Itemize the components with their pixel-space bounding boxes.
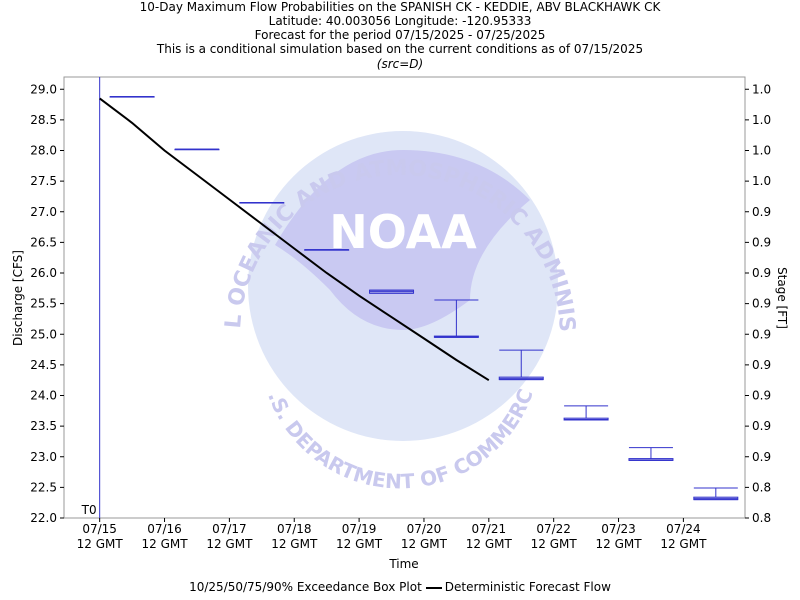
chart-source: (src=D) xyxy=(376,57,424,71)
y-tick-label: 23.0 xyxy=(30,450,57,464)
exceedance-boxes xyxy=(109,96,739,501)
x-tick-sublabel: 12 GMT xyxy=(77,537,124,551)
x-tick-sublabel: 12 GMT xyxy=(206,537,253,551)
legend-line-swatch xyxy=(425,586,442,589)
y2-tick-label: 0.9 xyxy=(752,266,771,280)
t0-label: T0 xyxy=(81,503,97,517)
y2-tick-label: 0.8 xyxy=(752,511,771,525)
noaa-logo-bird xyxy=(275,150,530,330)
x-tick-label: 07/22 xyxy=(536,522,571,536)
x-tick-sublabel: 12 GMT xyxy=(466,537,513,551)
y2-tick-label: 0.9 xyxy=(752,450,771,464)
y2-tick-label: 1.0 xyxy=(752,113,771,127)
x-tick-sublabel: 12 GMT xyxy=(401,537,448,551)
y-tick-label: 27.0 xyxy=(30,205,57,219)
x-tick-sublabel: 12 GMT xyxy=(595,537,642,551)
y2-tick-label: 1.0 xyxy=(752,82,771,96)
y-tick-label: 24.5 xyxy=(30,358,57,372)
y-axis-left: 22.0 22.5 23.0 23.5 24.0 24.5 25.0 25.5 26.0 26.5… xyxy=(30,82,64,525)
exceedance-box xyxy=(109,96,155,98)
chart-location: Latitude: 40.003056 Longitude: -120.9533… xyxy=(268,14,532,28)
exceedance-box xyxy=(693,487,739,501)
x-tick-label: 07/23 xyxy=(601,522,636,536)
y-tick-label: 26.5 xyxy=(30,235,57,249)
exceedance-box xyxy=(433,299,479,338)
y-tick-label: 24.0 xyxy=(30,389,57,403)
y-tick-label: 23.5 xyxy=(30,419,57,433)
exceedance-box xyxy=(174,148,220,151)
legend-line-label: Deterministic Forecast Flow xyxy=(444,580,611,594)
x-tick-label: 07/16 xyxy=(147,522,182,536)
y-tick-label: 25.0 xyxy=(30,327,57,341)
y-tick-label: 28.0 xyxy=(30,144,57,158)
x-tick-label: 07/15 xyxy=(82,522,117,536)
x-tick-sublabel: 12 GMT xyxy=(141,537,188,551)
x-tick-sublabel: 12 GMT xyxy=(271,537,318,551)
t0-marker: T0 xyxy=(81,77,101,518)
y-tick-label: 22.0 xyxy=(30,511,57,525)
y-tick-label: 26.0 xyxy=(30,266,57,280)
chart-note: This is a conditional simulation based o… xyxy=(156,42,644,56)
x-tick-label: 07/19 xyxy=(342,522,377,536)
chart-svg: NOAA NATIONAL OCEANIC AND ATMOSPHERIC AD… xyxy=(0,0,789,571)
noaa-watermark: NOAA NATIONAL OCEANIC AND ATMOSPHERIC AD… xyxy=(0,0,579,494)
x-tick-label: 07/24 xyxy=(666,522,701,536)
x-tick-label: 07/20 xyxy=(407,522,442,536)
y-tick-label: 29.0 xyxy=(30,82,57,96)
exceedance-box xyxy=(304,249,350,251)
exceedance-box xyxy=(498,349,544,381)
y-axis-title: Discharge [CFS] xyxy=(11,250,25,346)
y2-tick-label: 0.9 xyxy=(752,389,771,403)
x-tick-label: 07/21 xyxy=(472,522,507,536)
y-tick-label: 25.5 xyxy=(30,297,57,311)
exceedance-box xyxy=(628,447,674,461)
y2-tick-label: 0.8 xyxy=(752,480,771,494)
y-tick-label: 27.5 xyxy=(30,174,57,188)
x-axis-title: Time xyxy=(388,557,418,571)
y2-tick-label: 0.9 xyxy=(752,358,771,372)
exceedance-box xyxy=(563,405,609,421)
x-tick-sublabel: 12 GMT xyxy=(660,537,707,551)
exceedance-box xyxy=(239,202,285,204)
exceedance-box xyxy=(369,289,415,294)
y2-tick-label: 0.9 xyxy=(752,235,771,249)
plot-frame xyxy=(63,76,746,519)
y-tick-label: 22.5 xyxy=(30,480,57,494)
x-tick-sublabel: 12 GMT xyxy=(531,537,578,551)
y2-axis-title: Stage [FT] xyxy=(775,267,789,329)
y-axis-right: 0.8 0.8 0.9 0.9 0.9 0.9 0.9 0.9 0.9 0.9 0.9 1.0 1.0 1… xyxy=(745,82,771,525)
y2-tick-label: 0.9 xyxy=(752,297,771,311)
y2-tick-label: 0.9 xyxy=(752,419,771,433)
legend: 10/25/50/75/90% Exceedance Box Plot Deter… xyxy=(0,580,800,595)
chart-period: Forecast for the period 07/15/2025 - 07/… xyxy=(254,28,546,42)
chart-title: 10-Day Maximum Flow Probabilities on the… xyxy=(139,0,661,14)
deterministic-forecast-line xyxy=(99,97,490,382)
y-tick-label: 28.5 xyxy=(30,113,57,127)
legend-box-label: 10/25/50/75/90% Exceedance Box Plot xyxy=(189,580,422,594)
y2-tick-label: 0.9 xyxy=(752,205,771,219)
x-tick-label: 07/18 xyxy=(277,522,312,536)
y2-tick-label: 0.9 xyxy=(752,327,771,341)
x-tick-label: 07/17 xyxy=(212,522,247,536)
noaa-logo-text: NOAA xyxy=(329,205,477,259)
x-tick-sublabel: 12 GMT xyxy=(336,537,383,551)
y2-tick-label: 1.0 xyxy=(752,174,771,188)
y2-tick-label: 1.0 xyxy=(752,144,771,158)
